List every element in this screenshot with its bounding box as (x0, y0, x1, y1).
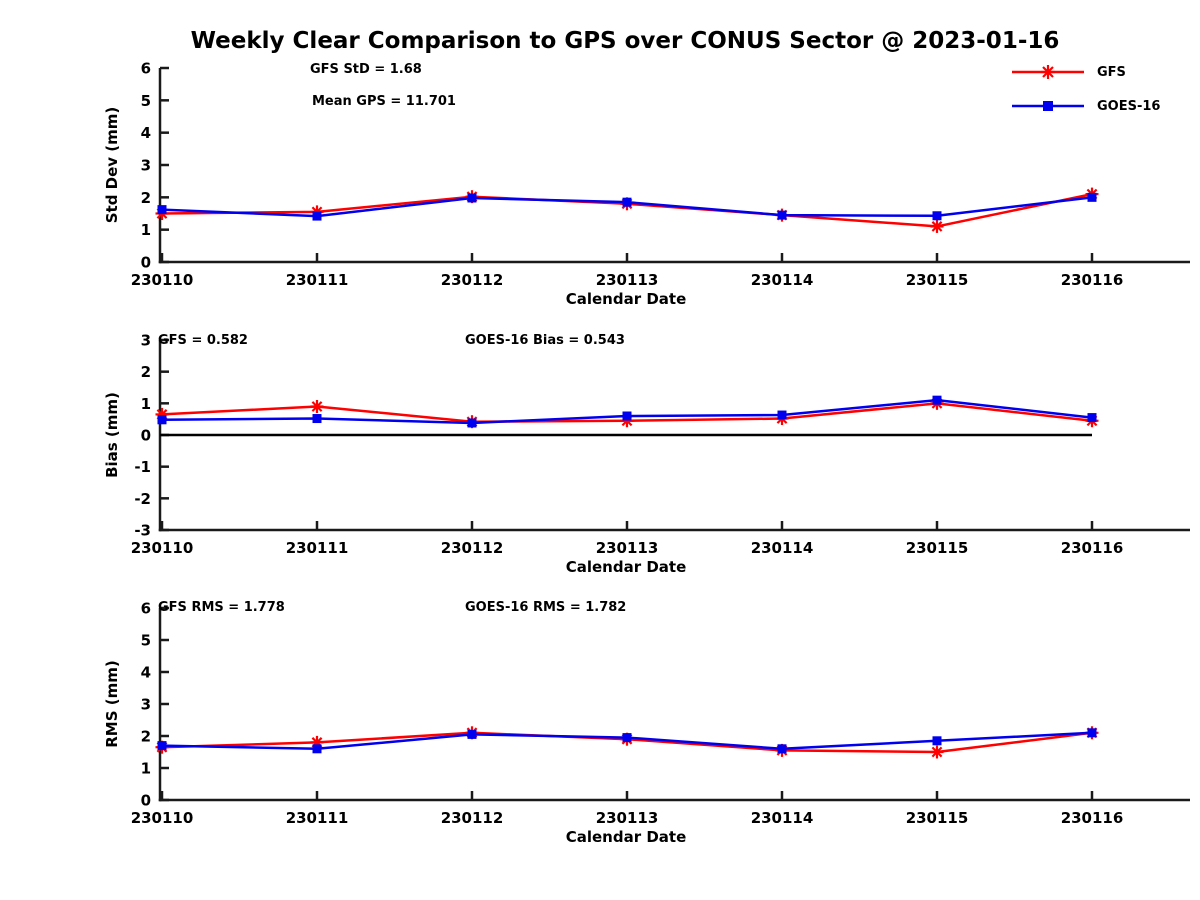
y-tick-label: 0 (141, 427, 151, 445)
marker-square (1087, 728, 1097, 738)
y-axis-title: RMS (mm) (103, 660, 121, 747)
marker-square (312, 414, 322, 424)
x-tick-label: 230110 (131, 539, 194, 557)
x-axis-title: Calendar Date (566, 828, 687, 846)
x-tick-label: 230115 (906, 271, 969, 289)
marker-square (157, 205, 167, 215)
x-tick-label: 230114 (751, 271, 814, 289)
y-tick-label: 5 (141, 632, 151, 650)
marker-square (1087, 192, 1097, 202)
marker-square (777, 744, 787, 754)
x-tick-label: 230114 (751, 809, 814, 827)
marker-square (467, 729, 477, 739)
y-tick-label: -3 (134, 522, 151, 540)
x-tick-label: 230112 (441, 539, 504, 557)
marker-asterisk (311, 401, 323, 412)
x-axis-title: Calendar Date (566, 290, 687, 308)
x-tick-label: 230110 (131, 809, 194, 827)
page-title: Weekly Clear Comparison to GPS over CONU… (190, 28, 1060, 54)
y-tick-label: -2 (134, 490, 151, 508)
x-tick-label: 230116 (1061, 539, 1124, 557)
marker-asterisk (931, 221, 943, 232)
y-axis-title: Std Dev (mm) (103, 107, 121, 224)
y-tick-label: 0 (141, 792, 151, 810)
y-tick-label: 1 (141, 221, 151, 239)
y-tick-label: 3 (141, 332, 151, 350)
legend-item-goes16: GOES-16 (1008, 92, 1160, 120)
x-tick-label: 230114 (751, 539, 814, 557)
y-tick-label: 6 (141, 60, 151, 78)
legend-label-goes16: GOES-16 (1097, 98, 1161, 114)
goes16-line-marker-icon (1012, 101, 1084, 111)
marker-square (312, 744, 322, 754)
x-tick-label: 230111 (286, 271, 349, 289)
marker-square (932, 395, 942, 405)
y-tick-label: 1 (141, 395, 151, 413)
x-tick-label: 230111 (286, 539, 349, 557)
plot-annotation: GFS = 0.582 (158, 333, 248, 348)
x-tick-label: 230113 (596, 271, 659, 289)
y-tick-label: 1 (141, 760, 151, 778)
marker-square (622, 197, 632, 207)
marker-square (932, 736, 942, 746)
y-tick-label: 6 (141, 600, 151, 618)
x-tick-label: 230112 (441, 271, 504, 289)
y-tick-label: 4 (141, 124, 151, 142)
marker-square (622, 733, 632, 743)
marker-square (157, 741, 167, 751)
y-tick-label: 3 (141, 157, 151, 175)
marker-square (622, 411, 632, 421)
y-tick-label: 0 (141, 254, 151, 272)
y-tick-label: 4 (141, 664, 151, 682)
y-tick-label: -1 (134, 458, 151, 476)
marker-square (467, 193, 477, 203)
legend-item-gfs: GFS (1008, 58, 1160, 86)
chart-legend: GFS GOES-16 (1008, 58, 1160, 126)
marker-asterisk (931, 746, 943, 758)
marker-square (157, 415, 167, 425)
x-tick-label: 230115 (906, 809, 969, 827)
marker-square (777, 210, 787, 220)
legend-label-gfs: GFS (1097, 64, 1126, 80)
y-tick-label: 2 (141, 363, 151, 381)
marker-square (1087, 413, 1097, 423)
gfs-line-marker-icon (1012, 65, 1084, 79)
marker-square (312, 211, 322, 221)
x-axis-title: Calendar Date (566, 558, 687, 576)
plot-annotation: Mean GPS = 11.701 (312, 94, 456, 109)
plot-annotation: GOES-16 Bias = 0.543 (465, 333, 625, 348)
plot-annotation: GOES-16 RMS = 1.782 (465, 600, 626, 615)
y-tick-label: 2 (141, 728, 151, 746)
x-tick-label: 230115 (906, 539, 969, 557)
marker-square (777, 410, 787, 420)
plot-annotation: GFS RMS = 1.778 (158, 600, 285, 615)
x-tick-label: 230113 (596, 809, 659, 827)
x-tick-label: 230116 (1061, 809, 1124, 827)
y-tick-label: 5 (141, 92, 151, 110)
x-tick-label: 230112 (441, 809, 504, 827)
marker-square (932, 211, 942, 221)
x-tick-label: 230116 (1061, 271, 1124, 289)
y-axis-title: Bias (mm) (103, 392, 121, 478)
plot-annotation: GFS StD = 1.68 (310, 62, 422, 77)
y-tick-label: 2 (141, 189, 151, 207)
x-tick-label: 230111 (286, 809, 349, 827)
x-tick-label: 230113 (596, 539, 659, 557)
x-tick-label: 230110 (131, 271, 194, 289)
y-tick-label: 3 (141, 696, 151, 714)
marker-square (467, 418, 477, 428)
